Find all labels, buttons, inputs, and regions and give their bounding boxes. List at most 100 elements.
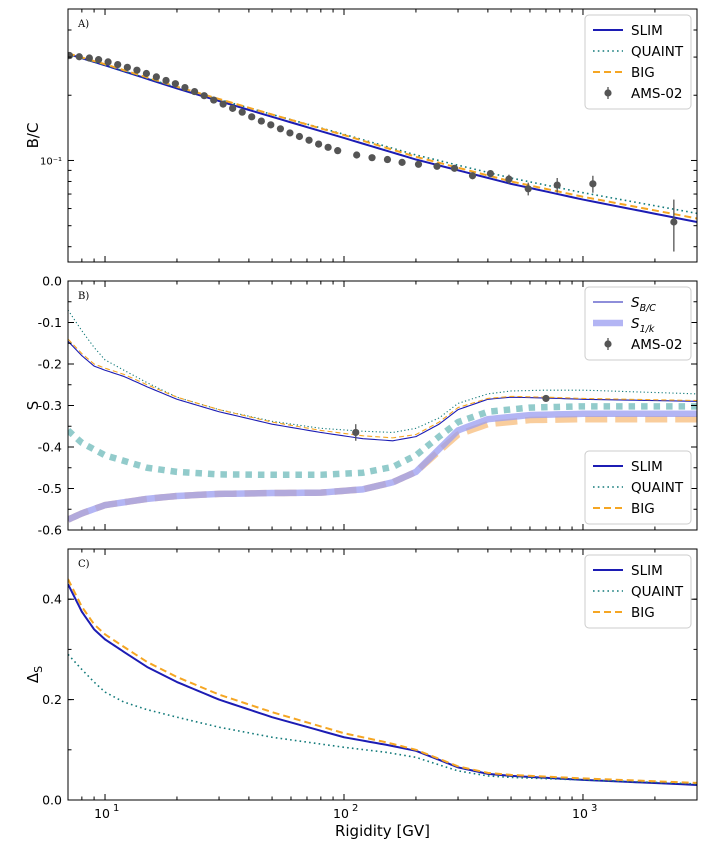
data-point (162, 76, 170, 85)
legend-label-main: AMS-02 (631, 337, 683, 353)
data-point (383, 155, 392, 164)
data-point (353, 151, 361, 159)
y-tick-label: -0.4 (38, 440, 62, 455)
data-point (505, 175, 513, 183)
data-point (248, 113, 256, 121)
legend-label: SLIM (631, 563, 663, 579)
data-point (200, 92, 208, 100)
legend-label: SLIM (631, 459, 663, 475)
legend-label: S1/k (631, 316, 655, 335)
panel-tag: B) (78, 291, 89, 302)
data-point (450, 164, 459, 172)
legend: SLIM QUAINT BIG (584, 450, 692, 525)
plot-frame (67, 8, 698, 263)
y-tick-label: 0.4 (42, 592, 62, 607)
legend-label-main: S (631, 295, 640, 311)
panel-tag: A) (77, 19, 89, 30)
data-point (524, 185, 532, 193)
data-point (324, 143, 332, 151)
legend-swatch (604, 340, 612, 348)
panel-a: 10⁻¹ B/C A) SLIM QUAINT BIG AMS-02 (24, 8, 698, 263)
panel-tag: C) (78, 559, 90, 570)
data-point (142, 69, 151, 78)
y-tick-label: 0.0 (42, 274, 62, 289)
data-point (334, 147, 342, 155)
data-point (152, 73, 160, 81)
data-point (542, 394, 550, 403)
y-tick-label: -0.1 (38, 315, 62, 330)
x-tick-label: 10 (94, 806, 110, 821)
legend: SB/C S1/k AMS-02 (584, 286, 692, 361)
series-group (68, 309, 697, 523)
y-ticks: 10⁻¹ (40, 8, 697, 248)
data-point (85, 54, 93, 62)
data-point (190, 87, 199, 96)
y-tick-label: 10⁻¹ (40, 156, 62, 167)
data-point (133, 66, 141, 74)
y-tick-label: -0.3 (38, 398, 62, 413)
x-tick-label-exponent: 1 (113, 803, 119, 814)
data-point (181, 83, 189, 92)
data-point (219, 100, 227, 108)
series-line-big (68, 52, 697, 220)
legend-label: BIG (631, 605, 655, 621)
data-point (229, 104, 237, 112)
series-group (68, 51, 697, 252)
legend-frame (584, 450, 692, 525)
y-ticks: 0.0 0.2 0.4 (42, 548, 697, 808)
series-line-big-s-b-c (68, 338, 697, 439)
data-point (123, 63, 131, 71)
data-point (257, 117, 265, 125)
data-point (368, 154, 376, 162)
y-axis-label-main: Δ (24, 672, 42, 683)
legend-label: SB/C (631, 295, 656, 314)
series-line-big (68, 578, 697, 784)
legend-label: AMS-02 (631, 337, 683, 353)
data-point (352, 428, 360, 437)
data-point (75, 53, 83, 61)
x-tick-label: 10 (572, 806, 588, 821)
data-point (114, 60, 122, 69)
data-point (305, 136, 313, 144)
y-tick-label: -0.2 (38, 357, 62, 372)
y-tick-label: -0.6 (38, 523, 62, 538)
legend-frame (584, 14, 692, 110)
data-point (68, 51, 74, 60)
plot-frame (67, 548, 698, 801)
legend-label: QUAINT (631, 584, 684, 600)
data-point (433, 162, 441, 170)
legend-label: BIG (631, 65, 655, 81)
legend: SLIM QUAINT BIG AMS-02 (584, 14, 692, 110)
legend-label: BIG (631, 501, 655, 517)
data-point (276, 125, 285, 133)
series-line-quaint-s-b-c (68, 309, 697, 434)
data-point (94, 56, 103, 64)
x-ticks (67, 9, 698, 262)
data-point (670, 218, 678, 226)
legend-frame (584, 286, 692, 361)
series-line-slim-s-1-k (68, 410, 697, 523)
legend-swatch (604, 89, 612, 97)
legend-label: QUAINT (631, 480, 684, 496)
legend-label: AMS-02 (631, 86, 683, 102)
x-ticks (67, 281, 698, 530)
legend-label: QUAINT (631, 44, 684, 60)
data-point (171, 80, 179, 88)
data-point (286, 129, 294, 137)
legend-label-main: S (631, 316, 640, 332)
y-axis-label: B/C (24, 123, 42, 149)
data-point (210, 96, 218, 104)
x-ticks: 10 1 10 2 10 3 (67, 549, 698, 821)
y-axis-label: S (24, 401, 42, 411)
data-point (486, 169, 495, 178)
data-point (315, 140, 323, 148)
x-tick-label-exponent: 2 (352, 803, 358, 814)
data-point (398, 158, 406, 166)
legend-frame (584, 554, 692, 629)
y-tick-label: 0.2 (42, 692, 62, 707)
y-tick-label: -0.5 (38, 481, 62, 496)
y-axis-label-sub: S (32, 666, 45, 673)
data-point (589, 180, 597, 188)
